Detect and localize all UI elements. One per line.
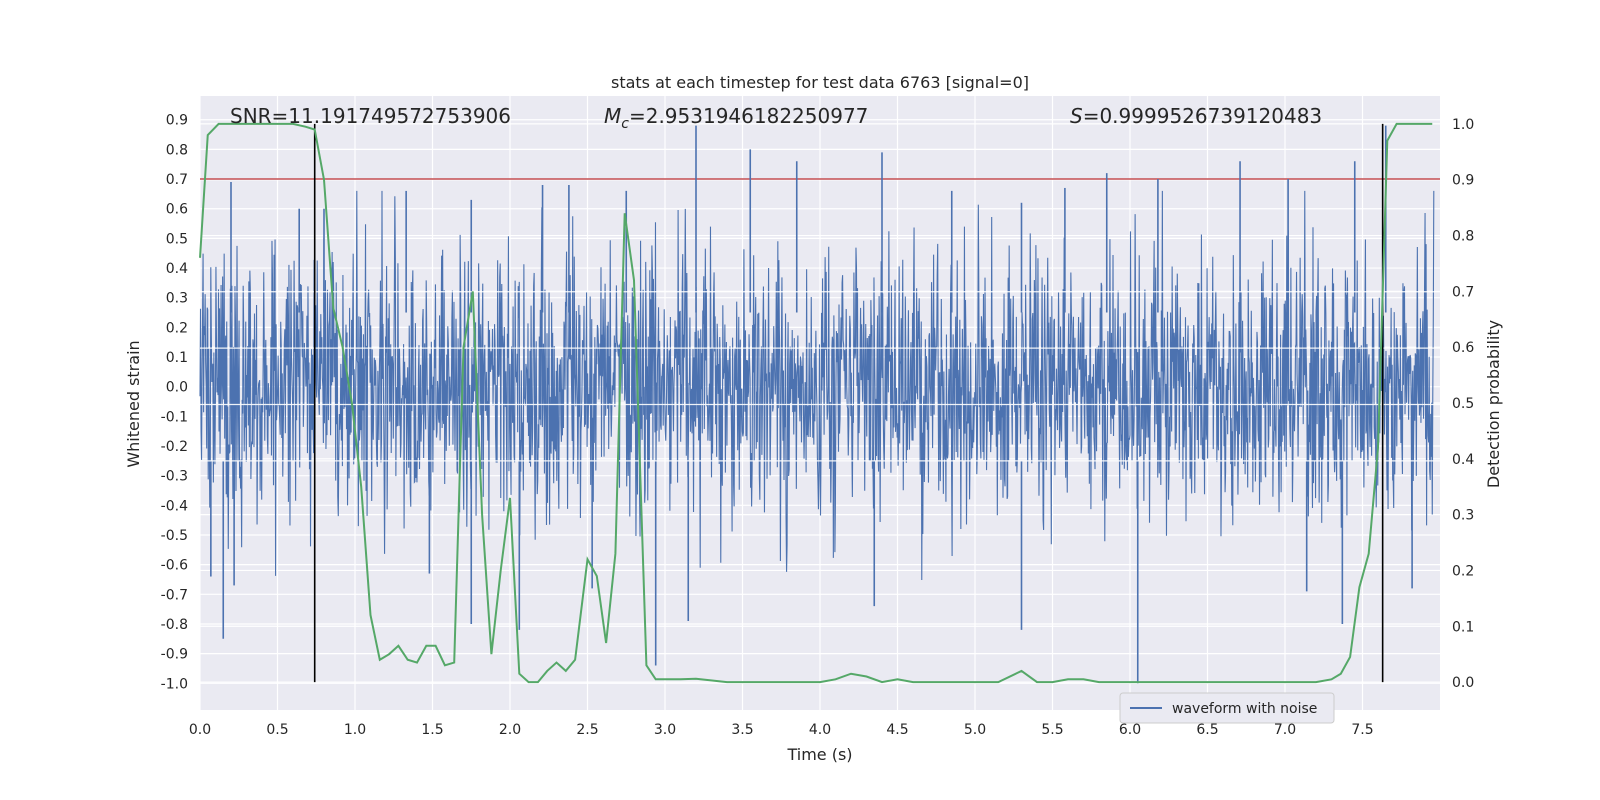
x-axis-title: Time (s) [786,745,852,764]
waveform-noise-line [199,190,1435,581]
right-y-tick-label: 0.0 [1452,675,1474,691]
x-tick-label: 7.5 [1351,722,1373,738]
x-tick-label: 2.5 [576,722,598,738]
x-tick-label: 4.0 [809,722,831,738]
s-annotation: S=0.9999526739120483 [1070,104,1322,128]
right-y-tick-label: 0.7 [1452,284,1474,300]
x-tick-label: 3.5 [731,722,753,738]
x-tick-label: 1.5 [421,722,443,738]
mc-symbol: M [604,104,621,128]
x-tick-label: 1.0 [344,722,366,738]
right-axis-title: Detection probability [1484,320,1503,488]
left-y-tick-label: 0.8 [166,142,188,158]
x-tick-label: 4.5 [886,722,908,738]
left-y-tick-label: 0.3 [166,291,188,307]
right-y-tick-label: 0.4 [1452,452,1474,468]
left-y-tick-label: -0.2 [161,439,188,455]
left-y-tick-label: -0.3 [161,469,188,485]
right-y-tick-label: 0.1 [1452,619,1474,635]
left-y-tick-label: -0.8 [161,617,188,633]
x-tick-label: 5.5 [1041,722,1063,738]
right-y-tick-label: 0.9 [1452,173,1474,189]
legend-box [1119,692,1335,724]
waveform-layer [199,125,1440,684]
x-tick-label: 6.5 [1196,722,1218,738]
mc-value: =2.9531946182250977 [629,104,868,128]
left-y-tick-label: 0.9 [166,113,188,129]
s-symbol: S [1070,104,1083,128]
vertical-line-layer [313,123,1384,683]
left-y-tick-label: -0.4 [161,498,188,514]
s-value: =0.9999526739120483 [1083,104,1322,128]
tick-labels: 0.0 0.5 1.0 1.5 2.0 2.5 3.0 3.5 4.0 4.5 5.0 5.5 6.0 6… [161,113,1475,738]
x-tick-label: 7.0 [1274,722,1296,738]
left-y-tick-label: -1.0 [161,676,188,692]
left-y-tick-label: 0.6 [166,202,188,218]
right-y-tick-label: 1.0 [1452,117,1474,133]
x-tick-label: 6.0 [1119,722,1141,738]
left-y-tick-label: 0.4 [166,261,188,277]
chart-title: stats at each timestep for test data 676… [611,73,1029,92]
probability-layer [199,122,1433,684]
x-tick-label: 5.0 [964,722,986,738]
left-y-tick-label: 0.7 [166,172,188,188]
snr-annotation: SNR=11.191749572753906 [230,104,511,128]
chirp-mass-annotation: Mc=2.9531946182250977 [604,104,868,132]
legend: waveform with noise [1119,692,1335,724]
right-y-tick-label: 0.2 [1452,563,1474,579]
left-axis-title: Whitened strain [124,340,143,467]
detection-probability-line [199,122,1433,684]
x-tick-label: 0.0 [189,722,211,738]
left-y-tick-label: 0.1 [166,350,188,366]
left-y-tick-label: -0.5 [161,528,188,544]
left-y-tick-label: -0.1 [161,409,188,425]
right-y-tick-label: 0.8 [1452,229,1474,245]
x-tick-label: 3.0 [654,722,676,738]
right-y-tick-label: 0.6 [1452,340,1474,356]
left-y-tick-label: 0.5 [166,231,188,247]
left-y-tick-label: 0.0 [166,380,188,396]
left-y-tick-label: -0.6 [161,558,188,574]
mc-subscript: c [621,116,629,132]
right-y-tick-label: 0.3 [1452,508,1474,524]
x-tick-label: 2.0 [499,722,521,738]
left-y-tick-label: -0.7 [161,587,188,603]
right-y-tick-label: 0.5 [1452,396,1474,412]
legend-label: waveform with noise [1172,701,1317,717]
left-y-tick-label: 0.2 [166,320,188,336]
x-tick-label: 0.5 [266,722,288,738]
left-y-tick-label: -0.9 [161,647,188,663]
